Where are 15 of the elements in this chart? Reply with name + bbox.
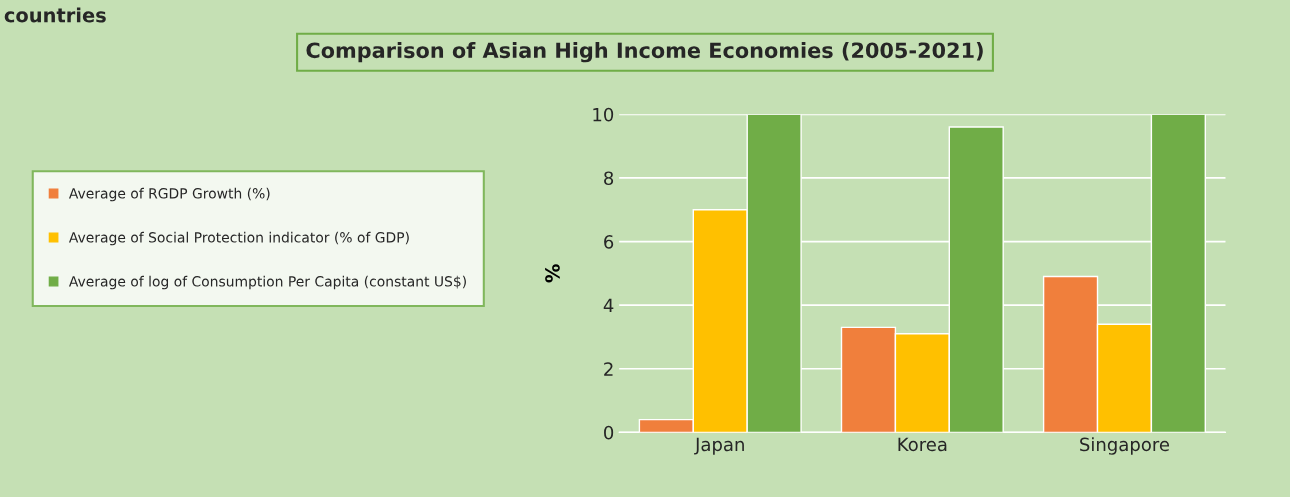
y-tick-label: 0 bbox=[604, 425, 614, 440]
y-axis-title: % bbox=[545, 264, 560, 283]
chart-title: Comparison of Asian High Income Economies (2005-2021) bbox=[306, 42, 983, 63]
x-tick-label: Japan bbox=[694, 437, 744, 455]
x-tick-label: Korea bbox=[898, 437, 947, 452]
y-tick-label: 8 bbox=[604, 171, 614, 186]
y-tick-label: 2 bbox=[604, 362, 613, 376]
y-tick-label: 6 bbox=[604, 235, 614, 249]
legend-label: Average of Social Protection indicator (% of GDP) bbox=[68, 231, 409, 246]
legend-label: Average of log of Consumption Per Capita (constant US$) bbox=[68, 275, 466, 290]
y-tick-label: 4 bbox=[603, 298, 614, 313]
text: countries bbox=[4, 7, 106, 23]
y-tick-label: 10 bbox=[593, 107, 614, 122]
legend-label: Average of RGDP Growth (%) bbox=[68, 187, 270, 202]
x-tick-label: Singapore bbox=[1080, 437, 1170, 455]
